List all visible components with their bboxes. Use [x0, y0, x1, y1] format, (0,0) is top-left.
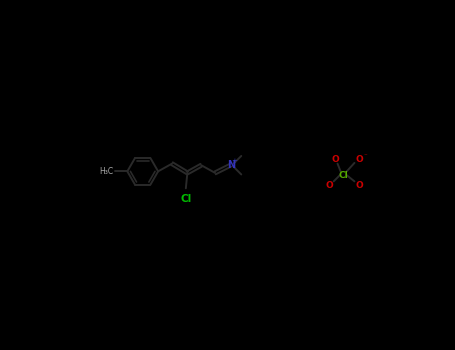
Text: Cl: Cl — [338, 171, 348, 180]
Text: Cl: Cl — [180, 195, 192, 204]
Text: H₃C: H₃C — [99, 167, 113, 176]
Text: +: + — [232, 158, 237, 164]
Text: O: O — [356, 155, 364, 163]
Text: N: N — [227, 160, 235, 170]
Text: O: O — [356, 181, 364, 190]
Text: O: O — [325, 181, 333, 190]
Text: O: O — [331, 155, 339, 163]
Text: ⁻: ⁻ — [364, 154, 367, 160]
